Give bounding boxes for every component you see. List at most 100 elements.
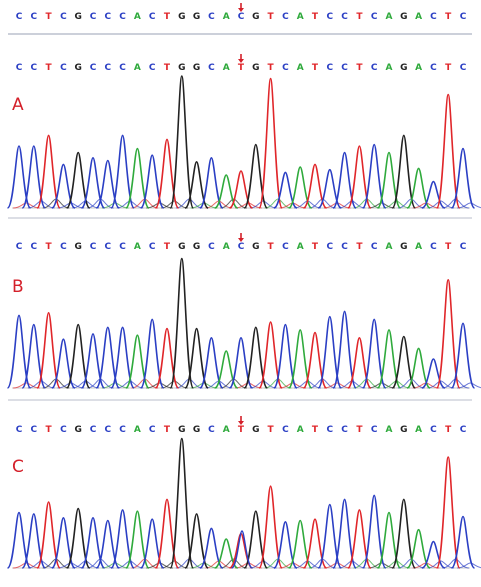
base-call-letter: T (268, 12, 275, 22)
base-call-letter: C (16, 242, 23, 252)
base-call-letter: G (252, 425, 259, 435)
base-call-letter: G (178, 12, 185, 22)
mutation-arrow-icon (238, 416, 244, 425)
base-call-letter: G (193, 63, 200, 73)
base-call-letter: C (30, 63, 37, 73)
base-call-letter: C (90, 12, 97, 22)
base-call-letter: G (75, 425, 82, 435)
trace-peak-a (214, 350, 239, 389)
trace-peak-g (65, 323, 91, 389)
background-noise-peak (368, 382, 395, 389)
trace-peak-g (169, 75, 195, 209)
trace-peak-t (347, 145, 372, 209)
chromatogram-panel-a: C C T C G C C C A C T G G C A T G T C A T C C T C A G A C T CA (6, 54, 481, 209)
base-call-letter: T (238, 63, 245, 73)
base-call-letter: T (312, 12, 319, 22)
background-noise-peak (190, 382, 218, 389)
trace-peak-a (125, 147, 150, 209)
base-call-letter: C (238, 242, 245, 252)
base-call-letter: T (164, 242, 171, 252)
trace-peak-c (95, 519, 121, 569)
trace-peak-c (273, 520, 298, 569)
trace-peak-t (347, 336, 372, 389)
base-call-letter: A (415, 242, 422, 252)
trace-peak-c (139, 318, 165, 389)
base-call-letter: C (208, 12, 215, 22)
base-call-letter: A (134, 12, 141, 22)
trace-peak-t (36, 311, 61, 389)
base-call-letter: C (208, 242, 215, 252)
trace-peak-c (228, 336, 254, 389)
base-call-letter: A (386, 425, 393, 435)
trace-peak-a (406, 167, 431, 209)
base-call-letter: T (268, 242, 275, 252)
base-call-letter: T (46, 425, 53, 435)
trace-peak-t (258, 321, 283, 389)
base-call-letter: C (460, 242, 467, 252)
trace-peak-g (391, 335, 417, 389)
background-noise-peak (323, 562, 351, 569)
trace-peak-c (450, 515, 476, 569)
base-call-letter: A (297, 12, 304, 22)
trace-peak-a (376, 151, 402, 209)
trace-peak-c (95, 326, 121, 389)
base-call-letter: T (312, 63, 319, 73)
base-call-letter: C (119, 63, 126, 73)
base-call-letter: C (341, 12, 348, 22)
base-call-letter: C (149, 425, 156, 435)
base-call-letter: C (371, 425, 378, 435)
base-call-letter: T (445, 425, 452, 435)
base-call-letter: C (341, 242, 348, 252)
base-call-letter: C (326, 63, 333, 73)
trace-peak-g (184, 327, 209, 389)
trace-peak-c (450, 322, 476, 389)
base-call-letter: A (415, 63, 422, 73)
trace-peak-c (199, 527, 224, 569)
base-call-letter: G (75, 12, 82, 22)
base-call-letter: G (252, 242, 259, 252)
trace-peak-c (199, 156, 224, 209)
trace-peak-g (391, 498, 417, 569)
trace-peak-t (435, 93, 461, 209)
trace-peak-c (361, 494, 387, 569)
base-call-letter: T (312, 242, 319, 252)
base-call-letter: T (46, 242, 53, 252)
panel-label: C (12, 457, 24, 477)
trace-peak-c (21, 145, 47, 209)
trace-peak-c (361, 143, 387, 209)
trace-peak-a (406, 528, 431, 569)
background-noise-peak (57, 562, 85, 569)
background-noise-peak (457, 202, 481, 209)
trace-peak-c (110, 326, 135, 389)
base-call-letter: C (30, 242, 37, 252)
background-noise-peak (427, 200, 455, 209)
base-call-letter: A (223, 242, 230, 252)
base-call-letter: C (460, 12, 467, 22)
background-noise-peak (457, 562, 481, 569)
background-noise-peak (13, 382, 40, 389)
base-call-letter: T (356, 63, 363, 73)
base-call-letter: C (460, 425, 467, 435)
base-call-letter: G (193, 242, 200, 252)
trace-peak-c (273, 323, 298, 389)
trace-peak-c (139, 154, 165, 209)
base-call-letter: C (208, 63, 215, 73)
secondary-peak-c (230, 530, 254, 569)
background-noise-peak (368, 562, 395, 569)
trace-peak-c (110, 509, 135, 569)
base-call-letter: C (119, 12, 126, 22)
base-call-letter: T (445, 63, 452, 73)
trace-peak-c (332, 498, 357, 569)
base-call-letter: C (282, 63, 289, 73)
trace-peak-c (110, 134, 135, 209)
trace-peak-c (317, 503, 343, 569)
base-call-letter: A (386, 12, 393, 22)
base-call-letter: T (356, 425, 363, 435)
trace-peak-g (391, 134, 417, 209)
base-call-letter: T (268, 63, 275, 73)
trace-peak-a (125, 510, 150, 569)
base-call-letter: C (104, 63, 111, 73)
